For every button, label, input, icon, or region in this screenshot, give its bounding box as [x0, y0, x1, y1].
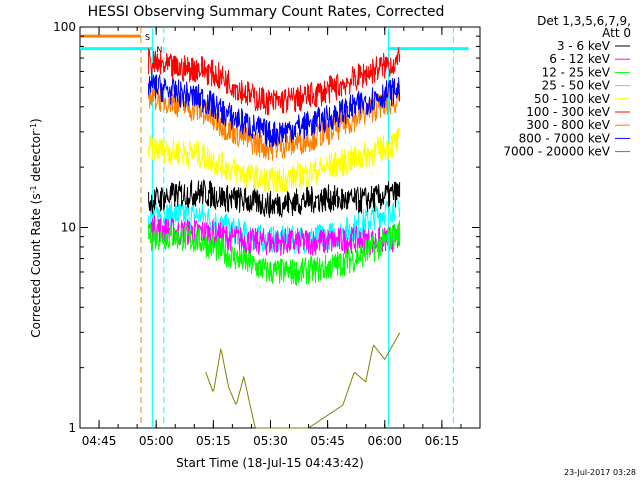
- y-label-superscript: -1: [29, 123, 38, 131]
- legend-entry-label: 50 - 100 keV: [534, 92, 611, 106]
- plot-frame: [79, 26, 481, 429]
- y-label-text: ): [29, 118, 43, 123]
- legend-entry-label: 800 - 7000 keV: [519, 131, 611, 145]
- legend-header: Att 0: [602, 26, 631, 40]
- x-tick-label: 06:00: [367, 434, 402, 448]
- y-label-superscript: -1: [29, 185, 38, 193]
- footer-date: 23-Jul-2017 03:28: [564, 468, 636, 477]
- y-label-text: Corrected Count Rate (s: [29, 193, 43, 337]
- x-axis-label: Start Time (18-Jul-15 04:43:42): [176, 456, 364, 470]
- x-tick-label: 05:45: [310, 434, 345, 448]
- legend-entry-label: 7000 - 20000 keV: [503, 145, 610, 159]
- saa-flag-label: N: [156, 46, 162, 55]
- x-tick-label: 05:30: [253, 434, 288, 448]
- legend-entry-label: 25 - 50 keV: [542, 79, 611, 93]
- x-tick-label: 04:45: [82, 434, 117, 448]
- legend-entry-label: 12 - 25 keV: [542, 65, 611, 79]
- series-line: [148, 47, 401, 116]
- legend-entry-label: 300 - 800 keV: [526, 118, 610, 132]
- legend-entry-label: 3 - 6 keV: [557, 39, 611, 53]
- x-tick-label: 05:00: [139, 434, 174, 448]
- plot-area: SN: [79, 26, 481, 429]
- y-axis: 1 10 100: [53, 20, 480, 435]
- y-axis-label: Corrected Count Rate (s-1 detector-1): [29, 118, 44, 337]
- series-line: [148, 127, 401, 195]
- legend-header: Det 1,3,5,6,7,9,: [537, 14, 631, 28]
- y-tick-label: 1: [68, 421, 76, 435]
- chart-title: HESSI Observing Summary Count Rates, Cor…: [88, 4, 445, 20]
- y-tick-label: 10: [61, 221, 76, 235]
- x-tick-label: 06:15: [425, 434, 460, 448]
- legend-entry-label: 6 - 12 keV: [549, 52, 611, 66]
- series-line: [148, 179, 401, 218]
- series-line: [148, 220, 401, 286]
- attenuator-flag-label: S: [145, 33, 150, 42]
- x-tick-label: 05:15: [196, 434, 231, 448]
- series-line: [205, 332, 401, 429]
- series-line: [148, 71, 401, 148]
- x-axis: 04:45 05:00 05:15 05:30 05:45 06:00 06:15: [82, 27, 462, 448]
- y-label-text: detector: [29, 131, 43, 186]
- legend-entry-label: 100 - 300 keV: [526, 105, 610, 119]
- y-tick-label: 100: [53, 20, 76, 34]
